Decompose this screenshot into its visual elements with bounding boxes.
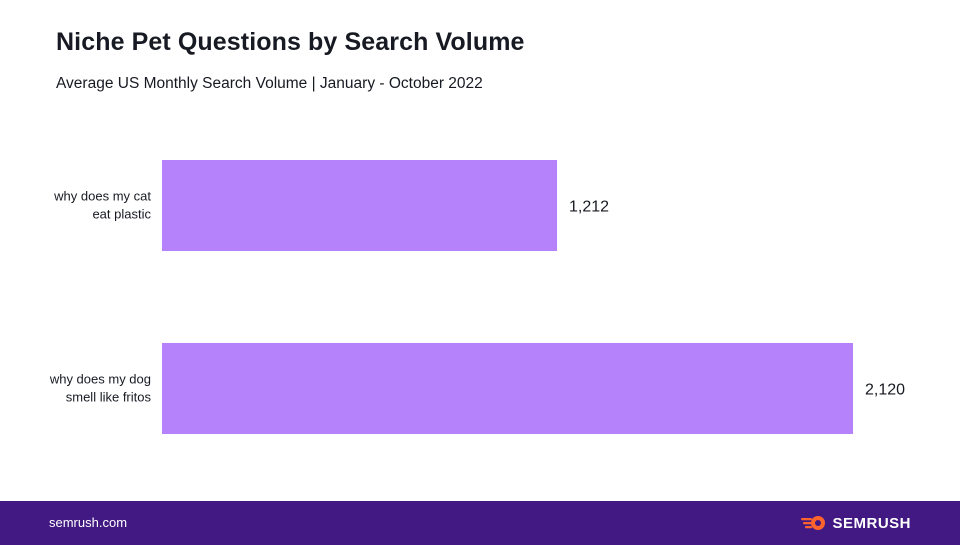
semrush-fireball-icon (801, 516, 826, 530)
category-label-1: why does my cat eat plastic (53, 189, 151, 222)
value-label-1: 1,212 (569, 199, 609, 216)
category-label-2: why does my dog smell like fritos (49, 372, 152, 405)
brand-name: SEMRUSH (832, 514, 911, 532)
bar-2 (162, 343, 853, 434)
bar-chart: 1,212 why does my cat eat plastic 2,120 why … (49, 160, 905, 434)
brand-logo: SEMRUSH (800, 513, 911, 533)
chart-title: Niche Pet Questions by Search Volume (56, 28, 525, 56)
bar-1 (162, 160, 558, 251)
value-label-2: 2,120 (865, 382, 905, 399)
footer-bar: semrush.com SEMRUSH (0, 501, 960, 545)
chart-subtitle: Average US Monthly Search Volume | Janua… (56, 75, 483, 92)
footer-site-link[interactable]: semrush.com (49, 515, 128, 530)
